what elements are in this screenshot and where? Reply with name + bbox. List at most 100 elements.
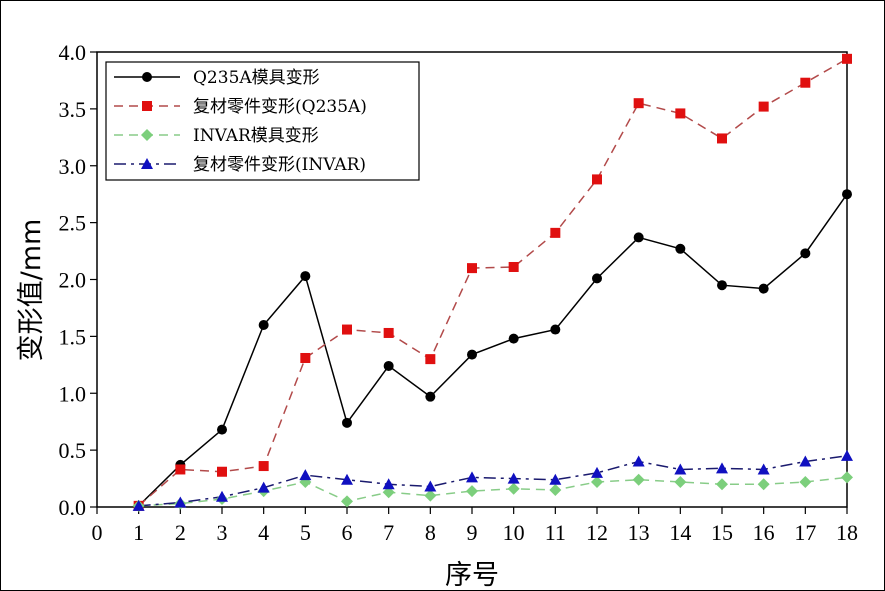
x-tick-label: 15 <box>711 520 733 545</box>
legend-marker-0 <box>142 72 152 82</box>
series-3-point <box>174 496 187 508</box>
y-tick-label: 4.0 <box>59 40 87 65</box>
series-line-2 <box>138 476 848 507</box>
series-1-point <box>342 324 352 335</box>
series-3-point <box>799 455 812 467</box>
series-2-point <box>549 483 562 496</box>
series-2-point <box>591 475 603 488</box>
x-tick-label: 18 <box>836 520 858 545</box>
series-3-point <box>841 449 853 461</box>
x-tick-label: 7 <box>383 520 394 545</box>
x-tick-label: 8 <box>425 520 436 545</box>
x-tick-label: 17 <box>794 520 816 545</box>
series-3-point <box>549 473 562 485</box>
series-2-point <box>507 482 520 495</box>
series-1-point <box>383 327 394 338</box>
y-tick-label: 3.0 <box>59 154 87 179</box>
series-3-point <box>466 471 478 483</box>
series-1-point <box>675 108 686 119</box>
y-tick-label: 1.5 <box>59 324 87 349</box>
legend-label-3: 复材零件变形(INVAR) <box>193 155 366 175</box>
series-1-point <box>508 261 519 272</box>
series-lines <box>138 58 848 507</box>
legend-label-0: Q235A模具变形 <box>193 68 320 88</box>
series-1-point <box>842 53 852 64</box>
series-3-point <box>507 472 520 484</box>
x-axis-title: 序号 <box>445 560 499 591</box>
x-tick-label: 9 <box>467 520 478 545</box>
series-0-point <box>425 391 436 402</box>
series-0-point <box>383 360 394 371</box>
legend-marker-2 <box>141 129 153 141</box>
x-tick-label: 4 <box>258 520 269 545</box>
series-3-point <box>132 499 145 511</box>
x-tick-label: 13 <box>628 520 650 545</box>
x-tick-label: 14 <box>669 520 691 545</box>
series-3-point <box>257 481 270 493</box>
legend-marker-1 <box>142 101 152 111</box>
y-tick-label: 2.5 <box>59 211 87 236</box>
series-2-point <box>757 478 770 491</box>
y-axis-title: 变形值/mm <box>16 219 47 362</box>
series-1-point <box>758 101 769 112</box>
series-1-point <box>425 354 436 365</box>
series-0-point <box>550 324 561 335</box>
series-line-0 <box>138 193 848 507</box>
series-1-point <box>633 98 644 109</box>
series-1-point <box>300 352 311 363</box>
series-0-point <box>217 424 227 435</box>
legend-marker-3 <box>141 158 153 169</box>
series-1-point <box>800 77 811 88</box>
series-3-point <box>382 478 395 490</box>
x-tick-label: 3 <box>217 520 228 545</box>
x-tick-label: 11 <box>545 520 566 545</box>
y-tick-label: 0.0 <box>59 495 87 520</box>
series-0-point <box>633 232 644 243</box>
x-tick-label: 0 <box>92 520 103 545</box>
series-1-point <box>592 174 602 185</box>
series-0-point <box>467 349 477 360</box>
x-tick-label: 1 <box>133 520 144 545</box>
series-2-point <box>632 473 645 486</box>
series-3-point <box>716 462 728 474</box>
series-3-point <box>299 469 312 481</box>
series-2-point <box>716 478 728 491</box>
series-0-point <box>342 417 352 428</box>
y-tick-label: 0.5 <box>59 438 87 463</box>
series-1-point <box>175 464 186 475</box>
series-0-point <box>592 273 602 284</box>
series-markers <box>132 53 853 512</box>
series-2-point <box>466 485 478 498</box>
series-1-point <box>717 133 727 144</box>
x-tick-label: 2 <box>175 520 186 545</box>
series-3-point <box>674 463 687 475</box>
series-1-point <box>258 461 269 472</box>
series-1-point <box>467 263 477 274</box>
series-3-point <box>591 466 603 478</box>
x-tick-label: 12 <box>586 520 608 545</box>
series-2-point <box>424 489 437 502</box>
legend-label-2: INVAR模具变形 <box>193 126 319 146</box>
x-tick-label: 5 <box>300 520 311 545</box>
x-tick-label: 10 <box>503 520 525 545</box>
series-line-1 <box>138 58 848 507</box>
series-2-point <box>799 475 812 488</box>
series-3-point <box>424 480 437 492</box>
series-0-point <box>300 271 311 282</box>
y-tick-label: 1.0 <box>59 381 87 406</box>
series-0-point <box>758 283 769 294</box>
y-tick-label: 2.0 <box>59 268 87 293</box>
series-1-point <box>217 466 227 477</box>
axis-ticks: 0 1 2 3 4 5 6 7 8 9 10 11 12 13 14 15 16 17 180.00.51.01.5… <box>59 40 859 545</box>
y-tick-label: 3.5 <box>59 97 87 122</box>
x-tick-label: 16 <box>753 520 775 545</box>
series-3-point <box>216 490 228 502</box>
series-1-point <box>550 227 561 238</box>
series-0-point <box>508 333 519 344</box>
legend-box <box>105 61 420 181</box>
series-3-point <box>632 455 645 467</box>
series-0-point <box>258 320 269 330</box>
series-2-point <box>841 471 853 484</box>
